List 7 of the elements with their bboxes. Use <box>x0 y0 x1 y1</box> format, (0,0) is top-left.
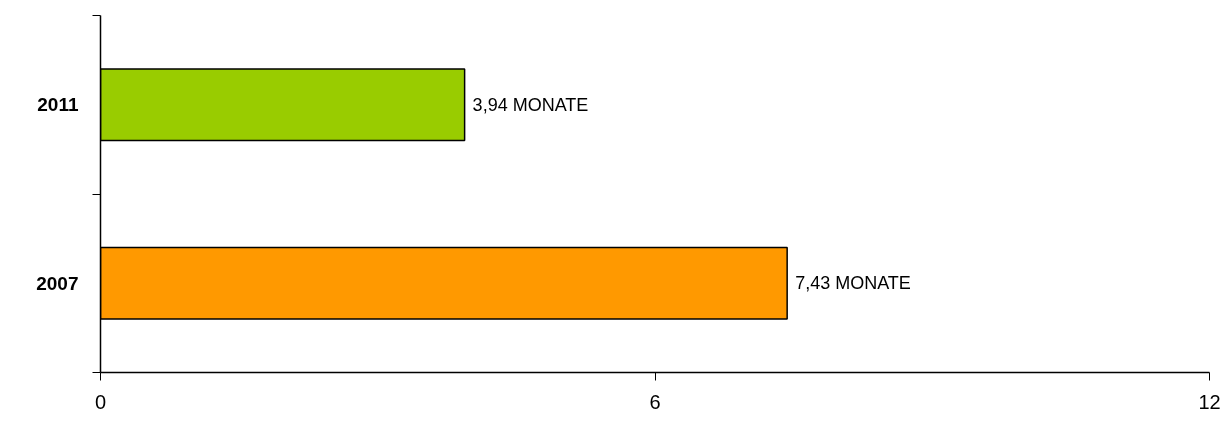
data-label: 7,43 MONATE <box>795 273 911 294</box>
x-tick-label: 12 <box>1198 390 1221 413</box>
y-tick-label: 2011 <box>37 94 79 116</box>
data-label: 3,94 MONATE <box>472 94 589 115</box>
y-tick-label: 2007 <box>36 272 79 294</box>
x-tick-label: 6 <box>649 390 661 413</box>
x-tick-label: 0 <box>94 390 107 413</box>
